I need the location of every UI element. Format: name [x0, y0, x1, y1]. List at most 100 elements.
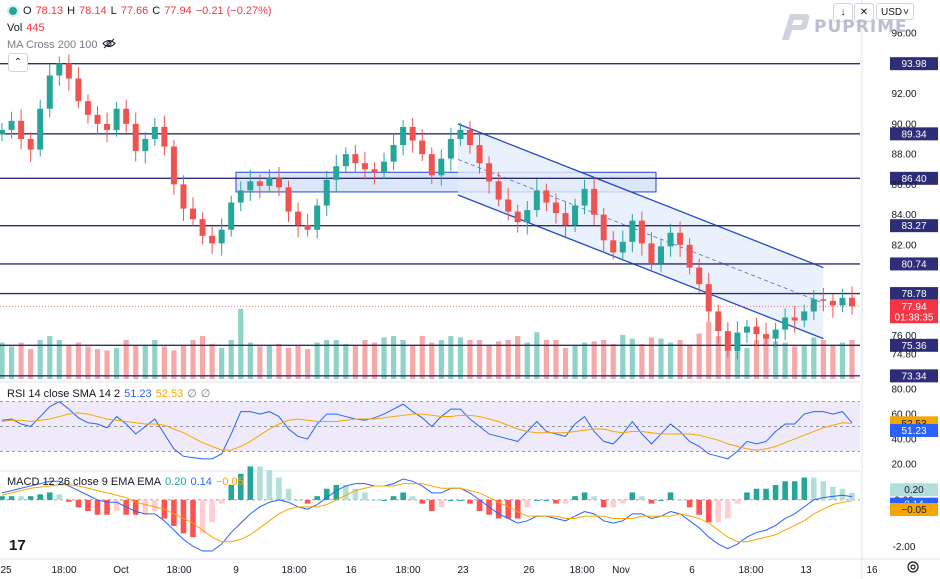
candle-body	[533, 190, 540, 211]
price-tick-label: 76.00	[891, 331, 916, 342]
macd-histogram-bar	[696, 499, 702, 515]
level-price-label: 86.40	[901, 174, 926, 185]
candle-body	[743, 326, 750, 333]
macd-histogram-bar	[409, 496, 416, 500]
rsi-tick-label: 60.00	[891, 410, 916, 421]
rsi-line	[1, 401, 853, 460]
candle-body	[820, 299, 827, 301]
candle-body	[495, 181, 502, 200]
settings-button[interactable]	[906, 560, 922, 576]
volume-bar	[811, 337, 817, 379]
level-price-label: 73.34	[901, 371, 926, 382]
volume-bar	[410, 345, 416, 379]
macd-signal-tag	[890, 503, 938, 517]
macd-histogram-bar	[734, 499, 741, 504]
volume-bar	[8, 346, 15, 379]
volume-bar	[696, 333, 702, 379]
volume-bar	[285, 347, 292, 379]
macd-hist-tag-label: 0.20	[904, 485, 924, 496]
rsi-legend: RSI 14 close SMA 14 2 51.23 52.53 ∅ ∅	[7, 387, 210, 401]
live-status-icon	[7, 5, 19, 17]
candle-body	[677, 232, 684, 245]
volume-bar	[85, 346, 91, 379]
macd-histogram-bar	[438, 499, 445, 508]
macd-histogram-bar	[725, 499, 731, 519]
volume-bar	[18, 342, 24, 379]
collapse-legend-button[interactable]: ⌃	[8, 53, 28, 72]
macd-signal-tag-label: −0.05	[901, 505, 927, 516]
macd-histogram-bar	[323, 488, 330, 500]
macd-histogram-bar	[56, 494, 63, 500]
macd-histogram-bar	[677, 499, 683, 501]
arrow-down-button[interactable]: ↓	[833, 3, 853, 22]
candle-body	[381, 161, 388, 173]
time-tick-label: 18:00	[569, 565, 594, 576]
candle-body	[734, 332, 741, 351]
macd-histogram-bar	[581, 492, 588, 500]
candle-body	[657, 246, 664, 264]
macd-histogram-bar	[610, 499, 617, 508]
candle-body	[218, 229, 225, 244]
candle-body	[123, 108, 130, 124]
volume-bar	[333, 340, 339, 379]
macd-histogram-bar	[658, 499, 664, 501]
macd-line	[1, 478, 853, 552]
close-button[interactable]: ✕	[854, 3, 874, 22]
candle-body	[801, 311, 808, 321]
macd-histogram-bar	[190, 499, 196, 538]
volume-bar	[228, 340, 234, 379]
time-tick-label: 6	[689, 565, 695, 576]
macd-histogram-bar	[744, 492, 750, 500]
candle-body	[543, 190, 550, 203]
volume-bar	[324, 340, 330, 379]
macd-histogram-bar	[209, 499, 215, 523]
macd-tick-label: -2.00	[893, 542, 916, 553]
macd-legend: MACD 12 26 close 9 EMA EMA 0.20 0.14 −0.…	[7, 476, 244, 488]
volume-bar	[352, 345, 358, 379]
macd-histogram-bar	[180, 499, 187, 534]
macd-histogram-bar	[686, 499, 693, 508]
macd-histogram-bar	[495, 499, 502, 519]
rsi-value: 51.23	[124, 387, 152, 400]
volume-bar	[209, 343, 215, 379]
volume-bar	[753, 340, 760, 379]
macd-histogram-bar	[629, 492, 636, 500]
volume-bar	[238, 308, 244, 379]
volume-bar	[524, 342, 530, 379]
currency-select[interactable]: USD ˅	[876, 3, 914, 20]
candle-body	[65, 63, 72, 79]
macd-histogram-bar	[228, 485, 235, 500]
volume-bar	[371, 342, 378, 379]
macd-histogram-bar	[591, 496, 597, 500]
price-tick-label: 84.00	[891, 210, 916, 221]
candle-body	[151, 126, 158, 139]
volume-bar	[56, 340, 62, 379]
macd-histogram-bar	[285, 488, 292, 500]
macd-title: MACD 12 26 close 9 EMA EMA	[7, 476, 162, 488]
volume-bar	[133, 345, 139, 379]
candle-body	[323, 179, 330, 206]
volume-bar	[687, 345, 693, 379]
macd-histogram-bar	[66, 499, 72, 502]
candle-body	[161, 126, 168, 147]
brand-name: PUPRIME	[814, 17, 908, 37]
macd-histogram-bar	[782, 481, 788, 500]
low-value: 77.66	[120, 5, 149, 17]
time-tick-label: Oct	[113, 565, 129, 576]
candle-body	[266, 178, 273, 186]
level-price-label: 89.34	[901, 129, 926, 140]
volume-bar	[849, 340, 855, 379]
candle-body	[610, 240, 617, 253]
macd-histogram-bar	[791, 481, 798, 500]
candle-body	[447, 139, 454, 159]
eye-hidden-icon[interactable]	[101, 38, 116, 52]
volume-bar	[362, 340, 368, 379]
candle-body	[142, 139, 149, 152]
macd-histogram-bar	[257, 466, 263, 500]
candle-body	[629, 220, 636, 242]
volume-bar	[276, 343, 282, 379]
macd-hist-tag	[890, 483, 938, 497]
macd-histogram-bar	[619, 499, 626, 504]
macd-histogram-bar	[18, 496, 24, 500]
